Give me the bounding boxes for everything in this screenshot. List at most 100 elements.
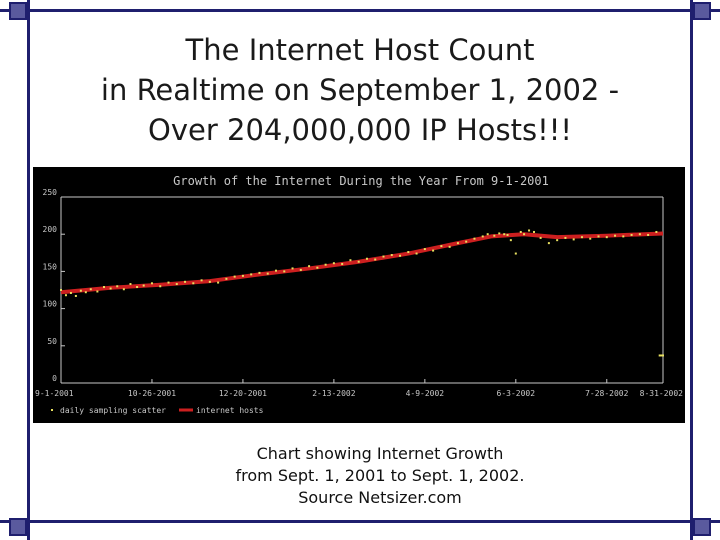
scatter-point — [129, 283, 132, 286]
chart-title: Growth of the Internet During the Year F… — [173, 174, 549, 188]
scatter-point — [456, 242, 459, 245]
scatter-point — [638, 233, 641, 236]
scatter-point — [103, 286, 105, 289]
y-tick-label: 50 — [47, 337, 57, 346]
frame-left-line — [27, 0, 30, 540]
scatter-point — [382, 255, 385, 258]
scatter-point — [399, 254, 402, 257]
scatter-point — [250, 273, 253, 276]
scatter-point — [498, 232, 501, 235]
scatter-point — [533, 230, 535, 233]
scatter-point — [597, 235, 600, 238]
scatter-point — [308, 265, 311, 268]
scatter-point — [374, 258, 377, 261]
y-tick-label: 0 — [52, 374, 57, 383]
internet-hosts-line — [60, 231, 664, 295]
scatter-point — [316, 266, 319, 269]
scatter-point — [365, 257, 368, 260]
x-tick-label: 7-28-2002 — [585, 389, 629, 398]
legend-line-label: internet hosts — [196, 406, 264, 415]
scatter-point — [208, 280, 211, 283]
scatter-point — [509, 239, 512, 242]
y-tick-label: 150 — [43, 262, 58, 271]
scatter-point — [589, 237, 592, 240]
corner-square-bottom-left — [9, 518, 27, 536]
scatter-point — [79, 289, 82, 292]
scatter-point — [332, 262, 335, 265]
chart-caption: Chart showing Internet Growth from Sept.… — [200, 443, 560, 509]
scatter-point — [528, 229, 531, 232]
x-tick-label: 10-26-2001 — [128, 389, 176, 398]
host-count-chart: Growth of the Internet During the Year F… — [35, 174, 684, 415]
slide-title-line-1: The Internet Host Count — [185, 33, 535, 67]
caption-line-2: from Sept. 1, 2001 to Sept. 1, 2002. — [235, 466, 525, 485]
legend-scatter-label: daily sampling scatter — [60, 406, 166, 415]
corner-square-bottom-right — [693, 518, 711, 536]
scatter-point — [233, 275, 236, 278]
scatter-point — [357, 260, 360, 263]
scatter-point — [486, 233, 489, 236]
scatter-point — [523, 233, 526, 236]
legend-scatter-marker — [51, 409, 53, 411]
x-tick-label: 4-9-2002 — [406, 389, 445, 398]
frame-top-line — [0, 9, 720, 12]
scatter-point — [266, 272, 269, 275]
x-tick-label: 8-31-2002 — [640, 389, 684, 398]
x-tick-label: 9-1-2001 — [35, 389, 74, 398]
scatter-point — [225, 277, 228, 280]
scatter-point — [142, 284, 145, 287]
scatter-point — [167, 281, 170, 284]
y-tick-label: 250 — [43, 188, 58, 197]
scatter-point — [423, 248, 426, 251]
scatter-point — [647, 233, 650, 236]
chart-panel: Growth of the Internet During the Year F… — [33, 167, 685, 423]
scatter-point — [175, 283, 178, 286]
scatter-point — [547, 242, 550, 245]
scatter-point — [432, 249, 435, 252]
scatter-point — [283, 270, 286, 273]
scatter-point — [159, 285, 162, 288]
scatter-point — [192, 282, 195, 285]
corner-square-top-right — [693, 2, 711, 20]
scatter-point — [407, 251, 410, 254]
scatter-point — [341, 262, 344, 265]
slide-title-line-2: in Realtime on September 1, 2002 - — [100, 73, 620, 107]
scatter-point — [572, 238, 575, 241]
scatter-point — [217, 281, 220, 284]
x-tick-label: 12-20-2001 — [219, 389, 267, 398]
scatter-point — [258, 271, 261, 274]
scatter-point — [655, 230, 658, 233]
scatter-point — [580, 236, 583, 239]
scatter-point — [473, 237, 476, 240]
scatter-point — [465, 240, 468, 243]
scatter-point — [605, 236, 608, 239]
scatter-point — [539, 236, 542, 239]
scatter-point — [136, 286, 139, 289]
scatter-point — [241, 274, 244, 277]
scatter-point — [448, 245, 451, 248]
scatter-point — [109, 287, 112, 290]
frame-bottom-line — [0, 520, 720, 523]
scatter-point — [200, 279, 203, 282]
scatter-point — [614, 234, 617, 237]
scatter-point — [493, 234, 496, 237]
scatter-point — [660, 354, 663, 357]
scatter-point — [275, 269, 277, 272]
scatter-point — [622, 235, 625, 238]
x-tick-label: 2-13-2002 — [312, 389, 356, 398]
scatter-point — [556, 239, 559, 242]
y-tick-label: 200 — [43, 225, 58, 234]
scatter-point — [440, 245, 443, 248]
scatter-point — [116, 285, 119, 288]
scatter-point — [324, 263, 327, 266]
scatter-point — [506, 233, 509, 236]
scatter-point — [291, 267, 294, 270]
scatter-point — [514, 252, 517, 255]
scatter-point — [74, 294, 77, 297]
scatter-point — [64, 294, 67, 297]
y-tick-label: 100 — [43, 300, 58, 309]
x-tick-label: 6-3-2002 — [497, 389, 536, 398]
slide-title: The Internet Host Count in Realtime on S… — [40, 30, 680, 150]
scatter-point — [184, 280, 187, 283]
caption-line-3: Source Netsizer.com — [298, 488, 462, 507]
